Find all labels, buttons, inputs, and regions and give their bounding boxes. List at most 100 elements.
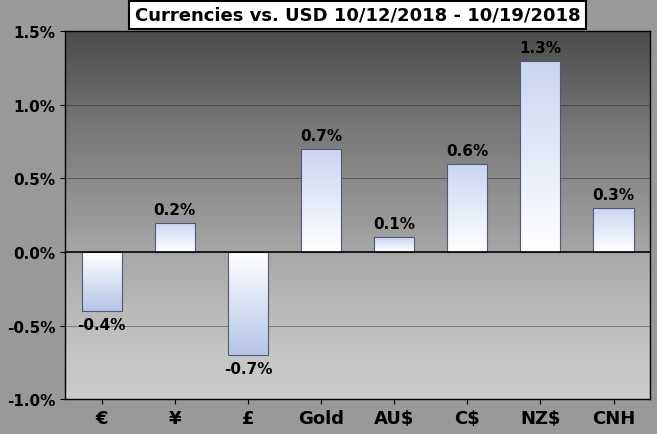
Bar [228,341,268,342]
Bar [228,287,268,289]
Bar [520,80,560,82]
Bar [301,170,341,171]
Bar [593,233,633,234]
Bar [81,300,122,301]
Bar [301,190,341,191]
Bar [301,154,341,155]
Bar [520,140,560,141]
Bar [593,246,633,247]
Bar [593,218,633,219]
Bar [520,99,560,102]
Bar [228,259,268,260]
Bar [447,240,487,241]
Bar [81,255,122,256]
Bar [520,172,560,174]
Bar [228,279,268,280]
Bar [301,166,341,167]
Bar [520,96,560,98]
Bar [447,209,487,210]
Bar [593,208,633,209]
Bar [447,171,487,172]
Bar [593,227,633,228]
Bar [301,201,341,202]
Bar [301,157,341,158]
Bar [228,313,268,314]
Bar [520,167,560,168]
Bar [447,222,487,223]
Bar [447,205,487,206]
Bar [228,276,268,277]
Bar [301,176,341,178]
Bar [81,256,122,257]
Bar [228,300,268,301]
Bar [593,231,633,232]
Bar [228,329,268,331]
Bar [447,216,487,217]
Bar [447,164,487,253]
Bar [520,102,560,103]
Bar [447,233,487,234]
Bar [520,90,560,92]
Bar [593,216,633,217]
Bar [228,349,268,350]
Bar [520,193,560,195]
Bar [520,103,560,105]
Bar [593,208,633,253]
Bar [228,308,268,309]
Bar [520,144,560,145]
Bar [520,233,560,235]
Bar [228,297,268,298]
Bar [447,219,487,220]
Bar [81,290,122,291]
Bar [520,125,560,126]
Bar [447,234,487,235]
Bar [228,323,268,325]
Bar [593,226,633,227]
Bar [447,241,487,242]
Bar [520,79,560,80]
Bar [81,294,122,295]
Bar [447,225,487,226]
Bar [81,295,122,296]
Bar [447,245,487,246]
Bar [81,271,122,272]
Bar [447,167,487,168]
Bar [593,225,633,226]
Bar [520,105,560,107]
Bar [374,238,415,253]
Bar [228,312,268,313]
Bar [81,309,122,310]
Bar [301,205,341,206]
Bar [228,268,268,269]
Bar [520,153,560,155]
Bar [301,168,341,169]
Bar [520,134,560,136]
Bar [228,335,268,336]
Bar [447,242,487,243]
Bar [228,310,268,311]
Bar [520,189,560,191]
Text: 1.3%: 1.3% [520,40,561,56]
Bar [81,260,122,261]
Bar [447,165,487,166]
Bar [447,189,487,190]
Bar [301,222,341,223]
Bar [447,236,487,237]
Bar [81,296,122,297]
Bar [447,177,487,178]
Bar [81,262,122,263]
Bar [447,195,487,196]
Bar [228,314,268,315]
Bar [228,260,268,261]
Bar [301,243,341,244]
Bar [520,212,560,214]
Bar [228,334,268,335]
Bar [520,132,560,134]
Bar [520,121,560,122]
Bar [447,215,487,216]
Bar [447,190,487,191]
Bar [520,98,560,99]
Bar [447,248,487,249]
Bar [520,138,560,140]
Bar [447,231,487,232]
